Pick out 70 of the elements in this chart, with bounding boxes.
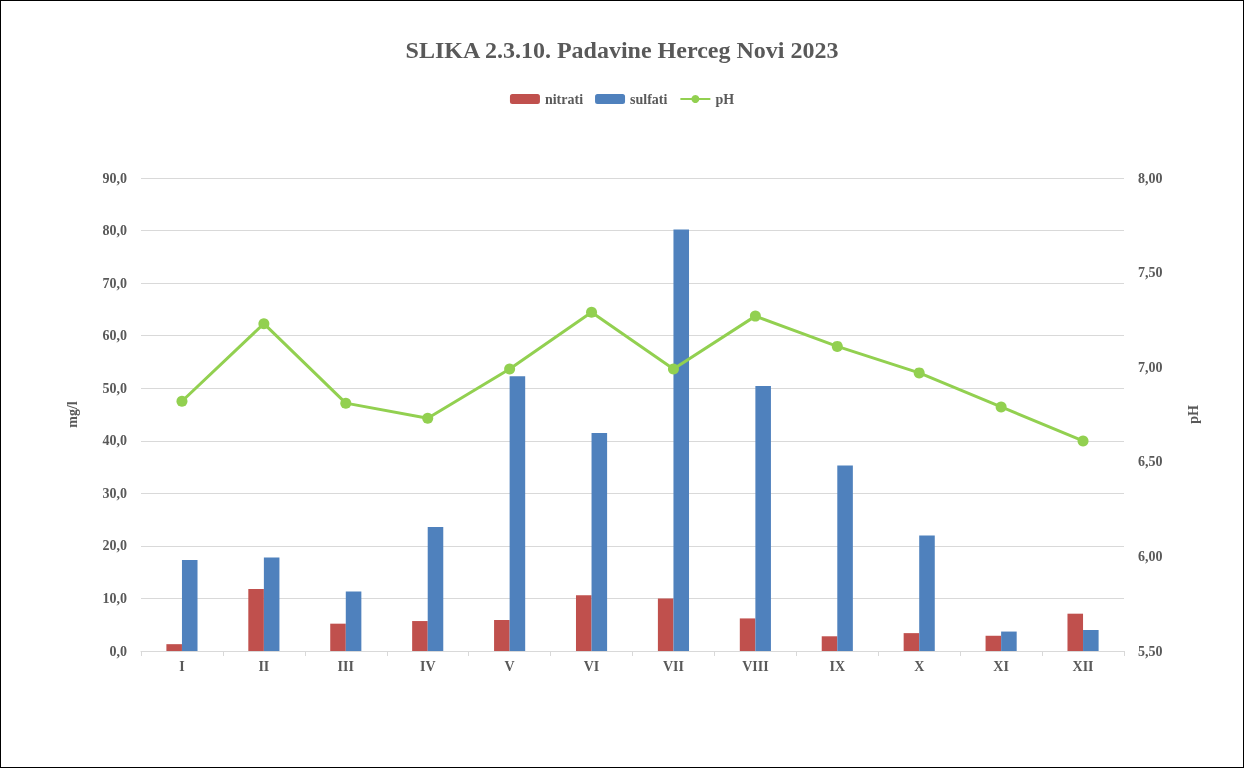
point bbox=[831, 340, 843, 352]
bar bbox=[657, 598, 674, 651]
bar bbox=[427, 526, 444, 651]
x-tick-label: XI bbox=[993, 658, 1009, 674]
y-tick-label: 80,0 bbox=[102, 223, 127, 239]
y-tick-label: 60,0 bbox=[102, 328, 127, 344]
point bbox=[422, 412, 434, 424]
bar bbox=[1001, 631, 1017, 651]
y-tick-label: 20,0 bbox=[102, 538, 127, 554]
bar bbox=[755, 386, 771, 651]
bar bbox=[985, 635, 1002, 651]
bar bbox=[412, 621, 428, 651]
bar bbox=[591, 432, 608, 651]
bar bbox=[345, 591, 362, 651]
bar bbox=[575, 595, 592, 651]
y2-tick-label: 6,50 bbox=[1138, 454, 1163, 470]
point bbox=[258, 318, 270, 330]
x-tick-label: I bbox=[179, 658, 185, 674]
bar bbox=[330, 623, 346, 651]
bar bbox=[903, 633, 920, 651]
point bbox=[176, 395, 188, 407]
point bbox=[995, 401, 1007, 413]
bar bbox=[166, 644, 182, 651]
y-axis-title: mg/l bbox=[64, 401, 80, 428]
y2-tick-label: 7,50 bbox=[1138, 265, 1163, 281]
x-tick-label: VII bbox=[662, 658, 684, 674]
y-tick-label: 50,0 bbox=[102, 380, 127, 396]
point bbox=[749, 310, 761, 322]
bar bbox=[837, 465, 853, 651]
x-tick-label: X bbox=[914, 658, 925, 674]
y-tick-label: 30,0 bbox=[102, 485, 127, 501]
y2-tick-label: 5,50 bbox=[1138, 643, 1163, 659]
point bbox=[586, 306, 598, 318]
bar bbox=[919, 535, 935, 651]
x-tick-label: VIII bbox=[742, 658, 769, 674]
bar bbox=[181, 560, 198, 651]
y-tick-label: 10,0 bbox=[102, 590, 127, 606]
y-tick-label: 90,0 bbox=[102, 170, 127, 186]
point bbox=[913, 367, 925, 379]
bar bbox=[248, 588, 264, 651]
y-tick-label: 70,0 bbox=[102, 275, 127, 291]
x-tick-label: IX bbox=[829, 658, 846, 674]
y2-axis-title: pH bbox=[1185, 405, 1201, 424]
x-tick-label: IV bbox=[419, 658, 436, 674]
bar bbox=[821, 636, 838, 651]
x-tick-label: XII bbox=[1072, 658, 1094, 674]
point bbox=[667, 363, 679, 375]
point bbox=[340, 397, 352, 409]
bar bbox=[509, 376, 526, 651]
y2-tick-label: 6,00 bbox=[1138, 548, 1163, 564]
x-tick-label: VI bbox=[583, 658, 600, 674]
y2-tick-label: 8,00 bbox=[1138, 170, 1163, 186]
y2-tick-label: 7,00 bbox=[1138, 359, 1163, 375]
chart-title: SLIKA 2.3.10. Padavine Herceg Novi 2023 bbox=[405, 37, 839, 63]
y-tick-label: 0,0 bbox=[109, 643, 127, 659]
legend-label: pH bbox=[715, 91, 735, 107]
bar bbox=[494, 619, 510, 651]
point bbox=[1077, 435, 1089, 447]
legend-label: sulfati bbox=[630, 91, 668, 107]
bar bbox=[1067, 613, 1084, 651]
bar bbox=[739, 618, 756, 651]
y-tick-label: 40,0 bbox=[102, 433, 127, 449]
bar bbox=[673, 229, 690, 651]
x-tick-label: V bbox=[504, 658, 515, 674]
x-tick-label: III bbox=[337, 658, 354, 674]
bar bbox=[263, 557, 280, 651]
x-tick-label: II bbox=[258, 658, 270, 674]
point bbox=[504, 363, 516, 375]
bar bbox=[1083, 629, 1099, 651]
legend-label: nitrati bbox=[544, 91, 584, 107]
